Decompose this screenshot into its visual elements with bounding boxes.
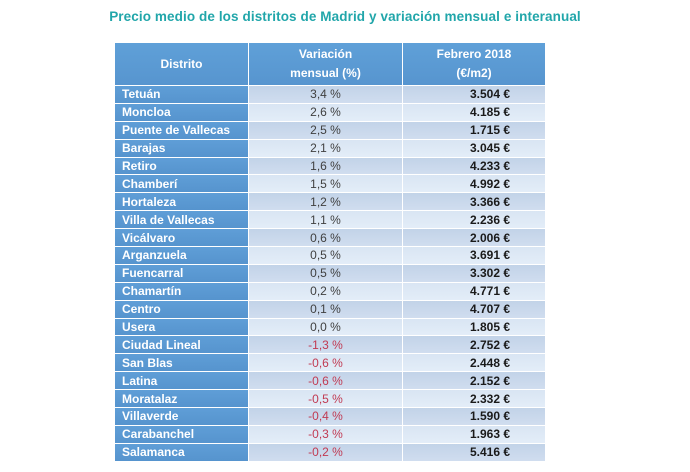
header-row: Distrito Variación mensual (%) Febrero 2018… (115, 43, 545, 85)
table-row: Villa de Vallecas 1,1 % 2.236 € (115, 211, 545, 229)
column-header-variacion_mensual: Variación mensual (%) (249, 43, 402, 85)
column-header-line: Distrito (160, 56, 203, 71)
price-cell: 3.366 € (403, 193, 545, 211)
district-cell: Arganzuela (115, 247, 248, 264)
page-title: Precio medio de los distritos de Madrid … (109, 9, 581, 24)
table-row: Chamartín 0,2 % 4.771 € (115, 282, 545, 300)
column-header-line: (€/m2) (456, 66, 492, 80)
district-cell: Puente de Vallecas (115, 121, 248, 139)
monthly-variation-cell: 0,6 % (249, 229, 402, 247)
district-cell: Ciudad Lineal (115, 336, 248, 354)
district-cell: Moratalaz (115, 390, 248, 408)
district-cell: Chamberí (115, 175, 248, 193)
price-cell: 4.233 € (403, 157, 545, 175)
district-cell: Salamanca (115, 443, 248, 461)
monthly-variation-cell: 0,5 % (249, 247, 402, 264)
monthly-variation-cell: -0,6 % (249, 372, 402, 390)
price-cell: 4.771 € (403, 282, 545, 300)
table-row: Puente de Vallecas 2,5 % 1.715 € (115, 121, 545, 139)
monthly-variation-cell: 2,1 % (249, 139, 402, 157)
monthly-variation-cell: -0,3 % (249, 425, 402, 443)
table-row: Carabanchel -0,3 % 1.963 € (115, 425, 545, 443)
table-row: Vicálvaro 0,6 % 2.006 € (115, 229, 545, 247)
price-cell: 1.590 € (403, 408, 545, 425)
district-cell: Villa de Vallecas (115, 211, 248, 229)
price-cell: 1.715 € (403, 121, 545, 139)
table-row: Retiro 1,6 % 4.233 € (115, 157, 545, 175)
price-cell: 2.006 € (403, 229, 545, 247)
price-cell: 3.504 € (403, 86, 545, 103)
district-cell: Vicálvaro (115, 229, 248, 247)
price-table: Distrito Variación mensual (%) Febrero 2018… (114, 42, 546, 462)
district-cell: Moncloa (115, 103, 248, 121)
monthly-variation-cell: -0,5 % (249, 390, 402, 408)
monthly-variation-cell: -1,3 % (249, 336, 402, 354)
district-cell: Barajas (115, 139, 248, 157)
price-cell: 2.236 € (403, 211, 545, 229)
table-row: Centro 0,1 % 4.707 € (115, 300, 545, 318)
price-cell: 4.992 € (403, 175, 545, 193)
monthly-variation-cell: 2,5 % (249, 121, 402, 139)
monthly-variation-cell: 1,6 % (249, 157, 402, 175)
column-header-line: Variación (298, 47, 353, 62)
monthly-variation-cell: -0,4 % (249, 408, 402, 425)
column-header-line: Febrero 2018 (436, 47, 512, 62)
district-cell: Retiro (115, 157, 248, 175)
district-cell: Villaverde (115, 408, 248, 425)
table-row: Barajas 2,1 % 3.045 € (115, 139, 545, 157)
monthly-variation-cell: 1,1 % (249, 211, 402, 229)
district-cell: Latina (115, 372, 248, 390)
table-row: Latina -0,6 % 2.152 € (115, 372, 545, 390)
price-cell: 2.752 € (403, 336, 545, 354)
district-cell: Carabanchel (115, 425, 248, 443)
table-header: Distrito Variación mensual (%) Febrero 2018… (115, 43, 545, 85)
column-header-line: mensual (%) (290, 66, 361, 80)
table-row: Fuencarral 0,5 % 3.302 € (115, 264, 545, 282)
monthly-variation-cell: 0,0 % (249, 318, 402, 336)
price-cell: 2.448 € (403, 354, 545, 372)
table-row: Tetuán 3,4 % 3.504 € (115, 86, 545, 103)
monthly-variation-cell: 0,5 % (249, 264, 402, 282)
price-cell: 4.185 € (403, 103, 545, 121)
column-header-district: Distrito (115, 43, 248, 85)
table-row: Salamanca -0,2 % 5.416 € (115, 443, 545, 461)
price-cell: 3.045 € (403, 139, 545, 157)
table-row: Hortaleza 1,2 % 3.366 € (115, 193, 545, 211)
table-row: Chamberí 1,5 % 4.992 € (115, 175, 545, 193)
district-cell: Hortaleza (115, 193, 248, 211)
monthly-variation-cell: 1,2 % (249, 193, 402, 211)
district-cell: Usera (115, 318, 248, 336)
monthly-variation-cell: 2,6 % (249, 103, 402, 121)
price-cell: 3.302 € (403, 264, 545, 282)
monthly-variation-cell: 1,5 % (249, 175, 402, 193)
table-row: Villaverde -0,4 % 1.590 € (115, 408, 545, 425)
monthly-variation-cell: 3,4 % (249, 86, 402, 103)
table-body: Tetuán 3,4 % 3.504 € Moncloa 2,6 % 4.185 € Pue… (115, 86, 545, 461)
district-cell: San Blas (115, 354, 248, 372)
price-cell: 2.332 € (403, 390, 545, 408)
table-row: San Blas -0,6 % 2.448 € (115, 354, 545, 372)
table-row: Ciudad Lineal -1,3 % 2.752 € (115, 336, 545, 354)
price-table-container: Distrito Variación mensual (%) Febrero 2018… (114, 42, 546, 462)
monthly-variation-cell: -0,6 % (249, 354, 402, 372)
price-cell: 3.691 € (403, 247, 545, 264)
monthly-variation-cell: 0,2 % (249, 282, 402, 300)
district-cell: Chamartín (115, 282, 248, 300)
monthly-variation-cell: 0,1 % (249, 300, 402, 318)
price-cell: 1.963 € (403, 425, 545, 443)
table-row: Moratalaz -0,5 % 2.332 € (115, 390, 545, 408)
table-row: Arganzuela 0,5 % 3.691 € (115, 247, 545, 264)
district-cell: Tetuán (115, 86, 248, 103)
table-row: Usera 0,0 % 1.805 € (115, 318, 545, 336)
column-header-febrero_2018: Febrero 2018 (€/m2) (403, 43, 545, 85)
price-cell: 4.707 € (403, 300, 545, 318)
district-cell: Centro (115, 300, 248, 318)
district-cell: Fuencarral (115, 264, 248, 282)
price-cell: 1.805 € (403, 318, 545, 336)
monthly-variation-cell: -0,2 % (249, 443, 402, 461)
table-row: Moncloa 2,6 % 4.185 € (115, 103, 545, 121)
price-cell: 2.152 € (403, 372, 545, 390)
price-cell: 5.416 € (403, 443, 545, 461)
